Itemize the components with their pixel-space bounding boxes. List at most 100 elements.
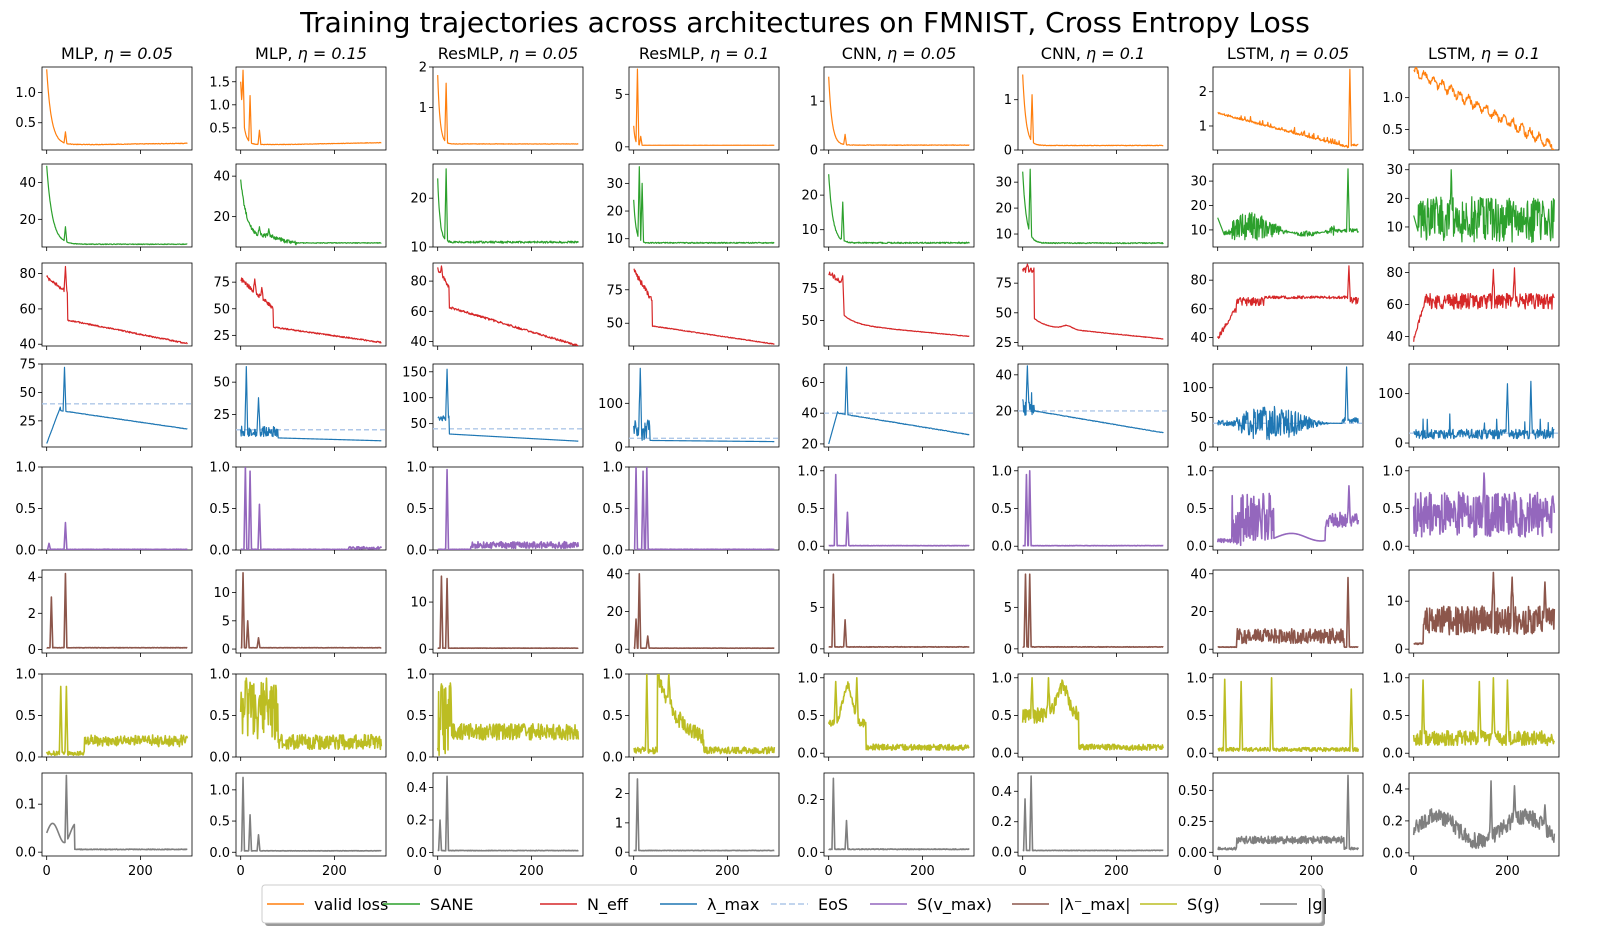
subplot: 0.0 0.2 0.4 0 200: [1382, 772, 1560, 879]
y-tick-label: 60: [410, 305, 427, 320]
x-tick-label: 200: [910, 864, 935, 879]
column-title-model: CNN,: [1041, 44, 1086, 63]
y-tick-label: 0: [810, 144, 818, 159]
subplot: 0 10: [410, 569, 584, 658]
y-tick-label: 1.0: [15, 461, 36, 476]
y-tick-label: 0.5: [797, 502, 818, 517]
series-line: [1412, 676, 1556, 747]
y-tick-label: 40: [213, 170, 230, 185]
y-tick-label: 150: [402, 365, 427, 380]
series-line: [1413, 67, 1555, 150]
subplot: 10 20 30: [1386, 163, 1560, 251]
y-tick-label: 0.0: [1382, 540, 1403, 555]
legend: valid loss SANE N_eff λ_max EoS S(v_max) |λ⁻_m…: [261, 884, 1328, 926]
legend-label: |λ⁻_max|: [1059, 895, 1131, 915]
subplot: 25 50 75: [19, 358, 193, 451]
y-tick-label: 2: [419, 61, 427, 76]
subplot: 0.0 0.5 1.0: [406, 668, 584, 766]
y-tick-label: 80: [1386, 266, 1403, 281]
y-tick-label: 0.5: [406, 709, 427, 724]
axes-frame: [235, 772, 387, 857]
y-tick-label: 1.0: [1382, 91, 1403, 106]
subplot: 0 100: [598, 363, 780, 456]
y-tick-label: 1.0: [602, 461, 623, 476]
y-tick-label: 1.0: [991, 464, 1012, 479]
axes-frame: [235, 262, 387, 347]
y-tick-label: 50: [410, 417, 427, 432]
x-tick-label: 200: [519, 864, 544, 879]
y-tick-label: 1.5: [209, 75, 230, 90]
y-tick-label: 10: [1386, 595, 1403, 610]
legend-label: S(g): [1187, 895, 1220, 914]
y-tick-label: 0: [1395, 643, 1403, 658]
subplot: 25 50: [213, 363, 387, 451]
axes-frame: [1408, 363, 1560, 448]
subplot: 10 20 30: [606, 163, 780, 251]
y-tick-label: 75: [606, 283, 623, 298]
legend-entry: S(v_max): [870, 895, 992, 915]
panel-grid: 0.51.00.51.01.512050101120.51.0204020401…: [15, 61, 1560, 879]
y-tick-label: 0.0: [406, 846, 427, 861]
subplot: 25 50 75: [995, 262, 1169, 351]
axes-frame: [1408, 772, 1560, 857]
series-line: [240, 776, 382, 852]
y-tick-label: 30: [1190, 175, 1207, 190]
y-tick-label: 40: [1190, 331, 1207, 346]
axes-frame: [41, 772, 193, 857]
series-line: [46, 265, 188, 345]
series-line: [1217, 576, 1359, 649]
y-tick-label: 1.0: [406, 668, 427, 683]
axes-frame: [41, 163, 193, 248]
y-tick-label: 0.5: [209, 709, 230, 724]
y-tick-label: 0.0: [1186, 540, 1207, 555]
y-tick-label: 10: [410, 596, 427, 611]
subplot: 01: [810, 66, 975, 159]
series-line: [46, 572, 188, 649]
series-line: [1217, 68, 1359, 149]
y-tick-label: 40: [606, 567, 623, 582]
y-tick-label: 0.1: [15, 798, 36, 813]
subplot: 0.5 1.0: [1382, 66, 1560, 154]
legend-label: S(v_max): [917, 895, 992, 915]
subplot: 0.0 0.5 1.0: [797, 464, 975, 555]
series-line: [633, 467, 775, 550]
y-tick-label: 30: [1386, 163, 1403, 178]
y-tick-label: 1.0: [797, 464, 818, 479]
axes-frame: [1408, 163, 1560, 248]
axes-frame: [628, 66, 780, 151]
y-tick-label: 1.0: [15, 668, 36, 683]
y-tick-label: 10: [1386, 220, 1403, 235]
y-tick-label: 4: [28, 571, 36, 586]
series-line: [828, 271, 970, 338]
y-tick-label: 50: [801, 314, 818, 329]
y-tick-label: 20: [410, 192, 427, 207]
axes-frame: [432, 772, 584, 857]
y-tick-label: 100: [1378, 387, 1403, 402]
subplot: 05: [615, 66, 780, 155]
subplot: 0.0 0.2 0.4 0 200: [991, 772, 1169, 879]
y-tick-label: 60: [19, 302, 36, 317]
y-tick-label: 0.4: [991, 785, 1012, 800]
axes-frame: [432, 569, 584, 654]
series-line: [1021, 676, 1165, 751]
axes-frame: [1017, 163, 1169, 248]
subplot: 0.0 0.5 1.0: [991, 464, 1169, 555]
subplot: 0 1 2 0 200: [615, 772, 780, 879]
subplot: 0.0 0.5 1.0: [1186, 464, 1364, 555]
y-tick-label: 1: [810, 95, 818, 110]
axes-frame: [235, 363, 387, 448]
legend-entry: |λ⁻_max|: [1012, 895, 1131, 915]
series-line: [633, 68, 775, 146]
y-tick-label: 30: [606, 177, 623, 192]
y-tick-label: 0.0: [797, 540, 818, 555]
y-tick-label: 1: [419, 101, 427, 116]
subplot: 10 20 30: [1190, 163, 1364, 251]
subplot: 0.5 1.0: [15, 66, 193, 154]
column-title: LSTM, η = 0.05: [1227, 44, 1349, 63]
y-tick-label: 0.5: [15, 709, 36, 724]
series-line: [633, 268, 775, 345]
column-title-eta: η = 0.05: [509, 44, 578, 63]
column-title: MLP, η = 0.05: [61, 44, 173, 63]
series-line: [437, 168, 579, 244]
